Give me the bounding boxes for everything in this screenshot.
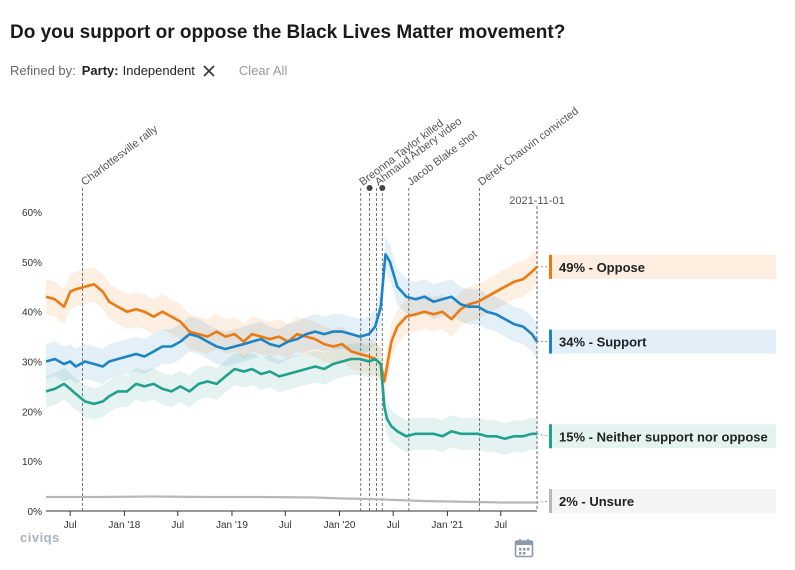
end-label: 34% - Support xyxy=(559,335,647,350)
end-label-marker xyxy=(549,254,552,279)
series-line xyxy=(46,495,537,504)
y-tick-label: 50% xyxy=(22,258,42,269)
event-label: Breonna Taylor killed xyxy=(357,117,446,188)
y-tick-label: 40% xyxy=(22,308,42,319)
event-dot xyxy=(366,185,373,191)
filter-value: Independent xyxy=(122,63,195,78)
filter-key: Party: xyxy=(81,63,119,78)
end-label: 15% - Neither support nor oppose xyxy=(559,429,768,444)
y-tick-label: 30% xyxy=(22,358,42,369)
event-label: Charlottesville rally xyxy=(79,123,160,188)
y-tick-label: 20% xyxy=(22,407,42,418)
end-label-leader xyxy=(536,500,550,503)
event-dot xyxy=(379,185,386,191)
refined-by-label: Refined by: xyxy=(10,63,76,78)
cursor-date-label: 2021-11-01 xyxy=(509,195,564,207)
end-label-leader xyxy=(536,433,550,437)
x-tick-label: Jul xyxy=(171,520,184,531)
end-label-box xyxy=(549,329,776,354)
y-tick-label: 10% xyxy=(22,457,42,468)
end-label: 49% - Oppose xyxy=(559,260,645,275)
confidence-band xyxy=(46,249,537,399)
x-tick-label: Jul xyxy=(387,520,400,531)
civiqs-logo: civiqs xyxy=(20,530,60,545)
x-tick-label: Jan '20 xyxy=(324,520,356,531)
close-icon[interactable] xyxy=(203,64,215,77)
x-tick-label: Jul xyxy=(494,520,507,531)
x-tick-label: Jan '19 xyxy=(216,520,248,531)
page-title: Do you support or oppose the Black Lives… xyxy=(10,22,566,43)
x-tick-label: Jul xyxy=(279,520,292,531)
x-tick-label: Jan '18 xyxy=(108,520,140,531)
clear-all-button[interactable]: Clear All xyxy=(238,63,288,78)
event-label: Derek Chauvin convicted xyxy=(476,105,581,188)
end-label-marker xyxy=(549,424,552,449)
confidence-band xyxy=(46,343,537,455)
end-label-marker xyxy=(549,489,552,514)
end-label-marker xyxy=(549,329,552,354)
end-label-box xyxy=(549,424,776,449)
series-line xyxy=(45,253,539,368)
end-label-box xyxy=(549,254,776,279)
y-tick-label: 0% xyxy=(28,507,43,518)
calendar-icon[interactable] xyxy=(514,538,534,558)
end-label: 2% - Unsure xyxy=(559,494,634,509)
filter-chip-party[interactable]: Party: Independent xyxy=(82,63,215,78)
filter-bar: Refined by: Party: Independent Clear All xyxy=(10,63,287,78)
x-tick-label: Jul xyxy=(64,520,77,531)
x-tick-label: Jan '21 xyxy=(431,520,463,531)
end-label-box xyxy=(549,489,776,514)
y-tick-label: 60% xyxy=(22,208,42,219)
series-line xyxy=(45,357,537,440)
